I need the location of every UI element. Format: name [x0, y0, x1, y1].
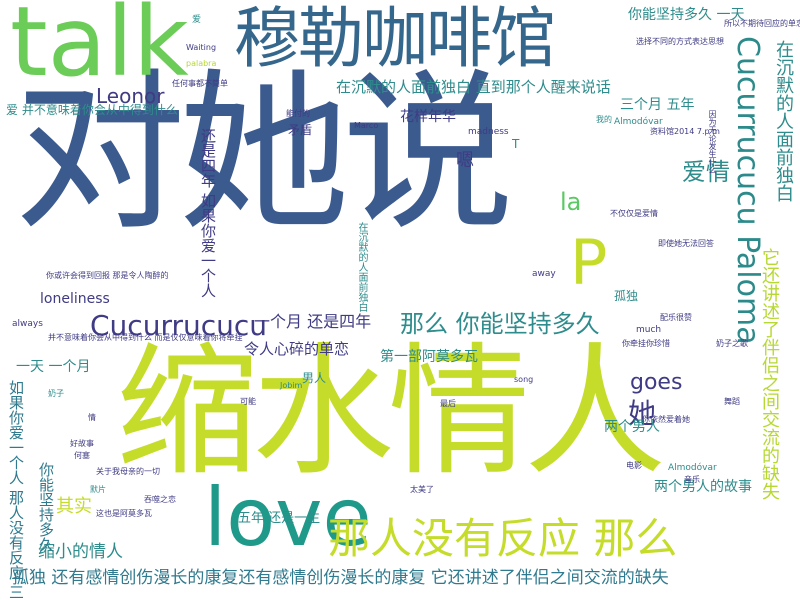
word: 任何事都不简单: [172, 79, 228, 88]
word: much: [636, 325, 662, 335]
word: 不仅仅是爱情: [610, 209, 658, 218]
word: madness: [468, 127, 509, 137]
word: 情: [88, 413, 96, 422]
word: song: [514, 375, 534, 384]
word: always: [12, 319, 43, 329]
word: Cucurrucucu Paloma: [730, 36, 765, 345]
word: 花样年华: [400, 109, 456, 125]
word: 那人没有反应 那么: [328, 514, 678, 563]
word: 五年 还是一生: [238, 511, 321, 526]
word: 所以不期待回应的单恋: [724, 19, 800, 28]
word: 在沉默的人面前独白 直到那个人醒来说话: [336, 78, 611, 96]
word: 能付的: [286, 109, 310, 118]
word: 嗯: [453, 150, 474, 168]
word: 舞蹈: [724, 397, 740, 406]
word: 电影: [626, 461, 642, 470]
word: 即使她无法回答: [658, 239, 714, 248]
word: T: [512, 137, 520, 151]
word: 她: [628, 397, 657, 430]
word: 矛盾: [288, 123, 313, 137]
word: 对她说: [14, 53, 514, 254]
word: talk: [10, 0, 189, 98]
word: 可能: [240, 397, 256, 406]
word: 奶子: [48, 389, 64, 398]
word: love: [204, 471, 372, 564]
word: 太美了: [410, 485, 434, 494]
word: 你能坚持多久 一天: [628, 7, 745, 23]
word: 缩小的情人: [38, 542, 123, 562]
word: 你或许会得到回报 那是令人陶醉的: [46, 271, 169, 280]
word: Leonor: [96, 84, 165, 108]
word: 在沉默的人面前独白: [773, 40, 794, 202]
word: Waiting: [186, 43, 217, 52]
word: 爱情: [682, 158, 730, 186]
word: 男人: [302, 371, 327, 385]
word: 穆勒咖啡馆: [234, 0, 556, 77]
word: la: [560, 188, 582, 216]
word: 好故事: [70, 439, 94, 448]
word: 两个男人: [604, 419, 660, 435]
word: 第一部阿莫多瓦: [380, 349, 478, 365]
word: 孤独 还有感情创伤漫长的康复还有感情创伤漫长的康复 它还讲述了伴侣之间交流的缺失: [12, 568, 669, 588]
word: away: [532, 269, 556, 279]
word: 这也是阿莫多瓦: [96, 509, 152, 518]
word: 如果你爱一个人 那人没有反应 三个月: [7, 380, 25, 600]
word: 并不意味着你会从中得到什么 而是仅仅意味着你将牵挂: [48, 333, 243, 342]
word: 选择不同的方式表达思想: [636, 37, 724, 46]
word: 因为无论发生什么: [708, 110, 717, 174]
word: P: [570, 226, 608, 299]
word: 吞噬之恋: [144, 495, 176, 504]
word: 三个月 五年: [620, 97, 695, 113]
word: 其实: [56, 496, 92, 517]
word: 默片: [90, 485, 106, 494]
word: Cucurrucucu: [90, 309, 267, 342]
word: 配乐很赞: [660, 313, 692, 322]
word: palabra: [186, 59, 217, 68]
word: 爱: [192, 15, 202, 25]
word: 一天 一个月: [16, 359, 91, 375]
word: 我的: [596, 115, 612, 124]
word: 最后: [440, 399, 456, 408]
word: 还是四年 如果你爱一个人: [199, 128, 217, 298]
word: 音乐: [684, 475, 700, 484]
word: 关于我母亲的一切: [96, 467, 160, 476]
word: 孤独: [614, 289, 639, 303]
word: 你依然爱着她: [642, 415, 690, 424]
word: 一个月 还是四年: [254, 312, 372, 331]
word: loneliness: [40, 291, 110, 307]
word: 在沉默的人面前独白: [356, 222, 367, 312]
word: 它还讲述了伴侣之间交流的缺失: [759, 248, 780, 500]
word: Marco: [354, 121, 379, 130]
word: Jobim: [280, 381, 303, 390]
word: Almodóvar: [614, 117, 663, 127]
word: 那么 你能坚持多久: [400, 310, 600, 338]
word: 令人心碎的单恋: [244, 340, 350, 358]
word: 你牵挂你珍惜: [622, 339, 670, 348]
word: goes: [630, 370, 683, 395]
word: 你能坚持多久: [37, 462, 55, 552]
word: 两个男人的故事: [654, 479, 752, 495]
word: 奶子之歌: [716, 339, 748, 348]
word: 爱 并不意味着你会从中得到什么: [6, 103, 178, 117]
word: 何塞: [74, 451, 90, 460]
word: Almodóvar: [668, 463, 717, 473]
word: 资料馆2014 7.p m: [650, 127, 720, 136]
word: 缩水情人: [116, 330, 666, 495]
